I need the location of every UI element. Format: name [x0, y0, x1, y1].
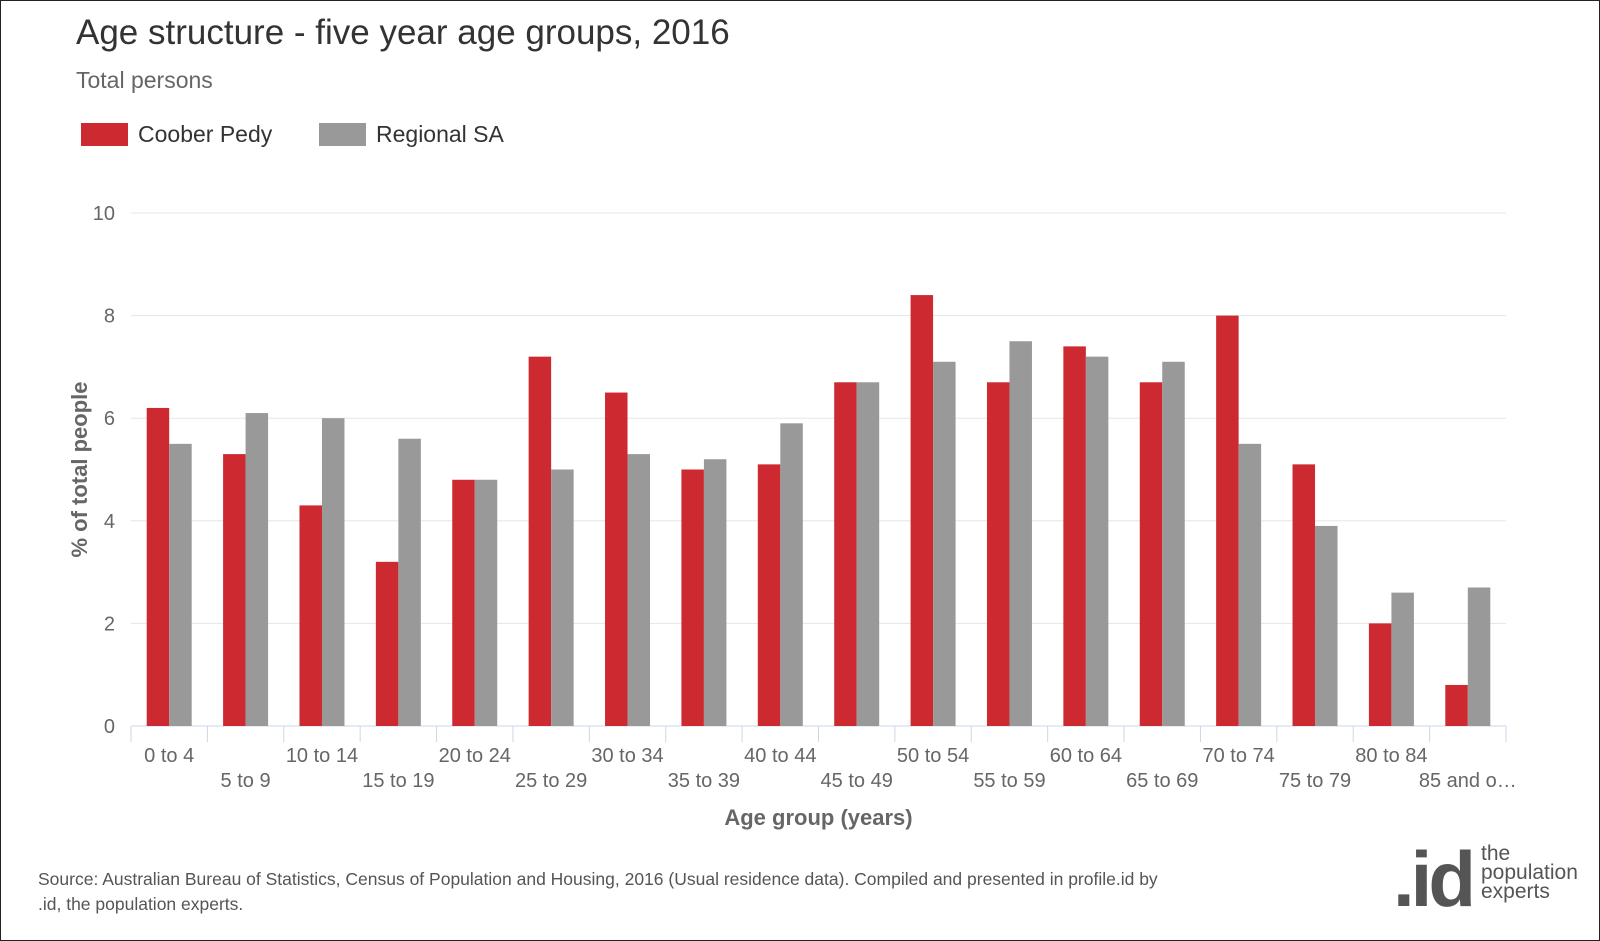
- legend-swatch-coober-pedy: [81, 123, 128, 146]
- bar-regional-sa: [856, 382, 880, 726]
- x-tick-label: 15 to 19: [362, 770, 434, 792]
- bar-coober-pedy: [1292, 464, 1316, 726]
- x-tick-label: 45 to 49: [821, 770, 893, 792]
- x-tick-label: 70 to 74: [1202, 745, 1274, 767]
- x-tick-label: 5 to 9: [221, 770, 271, 792]
- chart-subtitle: Total persons: [76, 67, 213, 93]
- id-logo: .id the population experts: [1393, 835, 1593, 923]
- logo-line-2: population: [1481, 861, 1578, 884]
- bar-coober-pedy: [986, 382, 1010, 726]
- bar-regional-sa: [1391, 592, 1414, 726]
- x-tick-label: 30 to 34: [591, 745, 663, 767]
- x-tick-label: 20 to 24: [439, 745, 511, 767]
- bar-coober-pedy: [681, 469, 704, 726]
- bar-coober-pedy: [1063, 346, 1086, 726]
- logo-mark: .id: [1393, 835, 1476, 923]
- logo-line-1: the: [1481, 842, 1511, 865]
- bar-coober-pedy: [375, 561, 399, 726]
- y-axis-title: % of total people: [67, 382, 92, 558]
- bar-regional-sa: [551, 469, 574, 726]
- x-tick-label: 55 to 59: [973, 770, 1045, 792]
- source-note: Source: Australian Bureau of Statistics,…: [38, 869, 1158, 914]
- bar-regional-sa: [1467, 587, 1491, 726]
- bar-coober-pedy: [757, 464, 781, 726]
- bar-regional-sa: [245, 413, 269, 726]
- bar-regional-sa: [703, 459, 727, 726]
- legend-swatch-regional-sa: [319, 123, 366, 146]
- bar-regional-sa: [398, 438, 421, 726]
- y-tick-label: 10: [93, 203, 115, 225]
- bar-coober-pedy: [1368, 623, 1392, 726]
- bar-regional-sa: [627, 454, 651, 726]
- legend-label-regional-sa: Regional SA: [376, 121, 504, 147]
- logo-tagline: the population experts: [1481, 842, 1578, 903]
- y-tick-label: 0: [104, 716, 115, 738]
- bar-regional-sa: [780, 423, 803, 726]
- bar-regional-sa: [1009, 341, 1032, 726]
- x-tick-label: 80 to 84: [1355, 745, 1427, 767]
- x-tick-label: 50 to 54: [897, 745, 969, 767]
- x-tick-label: 85 and o…: [1419, 770, 1517, 792]
- logo-line-3: experts: [1481, 880, 1550, 903]
- bar-regional-sa: [1315, 525, 1338, 726]
- bar-regional-sa: [1238, 443, 1262, 726]
- bar-coober-pedy: [452, 479, 475, 726]
- bar-regional-sa: [474, 479, 498, 726]
- bar-regional-sa: [933, 361, 956, 726]
- x-axis-title: Age group (years): [724, 805, 912, 830]
- bar-regional-sa: [169, 443, 192, 726]
- x-tick-label: 65 to 69: [1126, 770, 1198, 792]
- x-tick-label: 75 to 79: [1279, 770, 1351, 792]
- chart-title: Age structure - five year age groups, 20…: [76, 13, 730, 52]
- y-tick-label: 2: [104, 613, 115, 635]
- y-tick-label: 8: [104, 306, 115, 328]
- bar-coober-pedy: [528, 356, 552, 726]
- bar-regional-sa: [321, 418, 345, 726]
- x-tick-label: 0 to 4: [144, 745, 194, 767]
- x-tick-label: 35 to 39: [668, 770, 740, 792]
- x-tick-label: 40 to 44: [744, 745, 816, 767]
- bar-coober-pedy: [605, 392, 628, 726]
- bar-coober-pedy: [1216, 315, 1239, 726]
- bar-coober-pedy: [1139, 382, 1163, 726]
- x-tick-label: 60 to 64: [1050, 745, 1122, 767]
- bar-coober-pedy: [910, 295, 934, 726]
- x-tick-label: 10 to 14: [286, 745, 358, 767]
- bar-coober-pedy: [834, 382, 857, 726]
- x-tick-label: 25 to 29: [515, 770, 587, 792]
- bar-coober-pedy: [146, 407, 170, 726]
- y-tick-label: 4: [104, 511, 115, 533]
- legend-label-coober-pedy: Coober Pedy: [138, 121, 273, 147]
- bar-coober-pedy: [1445, 684, 1468, 726]
- y-tick-label: 6: [104, 408, 115, 430]
- bar-coober-pedy: [223, 454, 246, 726]
- bar-regional-sa: [1085, 356, 1109, 726]
- bar-regional-sa: [1162, 361, 1185, 726]
- bar-coober-pedy: [299, 505, 322, 726]
